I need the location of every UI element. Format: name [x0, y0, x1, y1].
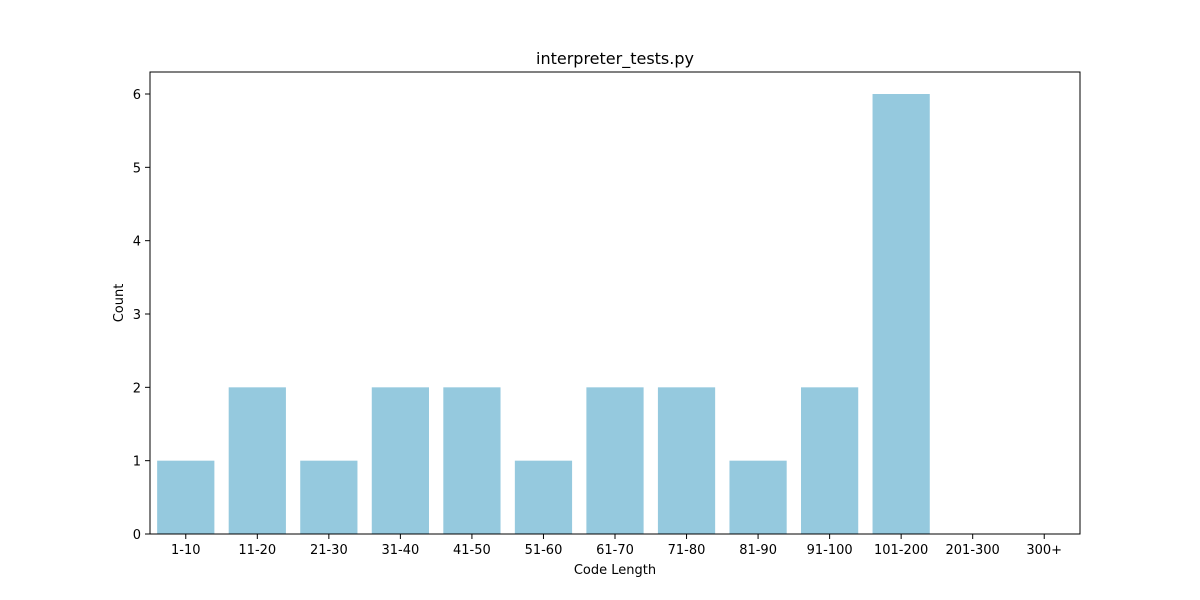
x-tick-label: 21-30 [310, 543, 348, 558]
y-tick-label: 1 [133, 455, 141, 470]
x-axis-label: Code Length [574, 563, 656, 578]
x-tick-label: 31-40 [381, 543, 419, 558]
y-tick-label: 2 [133, 381, 141, 396]
chart-title: interpreter_tests.py [536, 49, 694, 69]
y-tick-label: 5 [133, 161, 141, 176]
x-tick-label: 101-200 [874, 543, 928, 558]
x-tick-label: 300+ [1026, 543, 1062, 558]
x-tick-label: 91-100 [807, 543, 853, 558]
bar-91-100 [801, 387, 859, 534]
y-tick-label: 0 [133, 528, 141, 543]
x-tick-label: 1-10 [171, 543, 201, 558]
bar-51-60 [514, 460, 573, 534]
y-tick-label: 4 [133, 235, 141, 250]
bar-81-90 [729, 460, 787, 534]
y-axis: 0 1 2 3 4 5 6 [133, 88, 150, 543]
bar-71-80 [657, 387, 716, 534]
x-tick-label: 41-50 [453, 543, 491, 558]
x-tick-label: 11-20 [238, 543, 276, 558]
bar-61-70 [586, 387, 644, 534]
x-tick-label: 51-60 [525, 543, 563, 558]
x-tick-label: 71-80 [668, 543, 706, 558]
x-tick-label: 81-90 [739, 543, 777, 558]
bar-101-200 [872, 94, 930, 534]
x-tick-label: 201-300 [946, 543, 1000, 558]
y-axis-label: Count [112, 284, 127, 323]
x-tick-label: 61-70 [596, 543, 634, 558]
bar-31-40 [371, 387, 429, 534]
x-axis: 1-10 11-20 21-30 31-40 41-50 51-60 61-70 71-80 8… [171, 534, 1062, 558]
bar-21-30 [300, 460, 358, 534]
bar-11-20 [228, 387, 286, 534]
bars-group [157, 94, 930, 534]
bar-1-10 [157, 460, 215, 534]
y-tick-label: 3 [133, 308, 141, 323]
y-tick-label: 6 [133, 88, 141, 103]
bar-41-50 [443, 387, 501, 534]
